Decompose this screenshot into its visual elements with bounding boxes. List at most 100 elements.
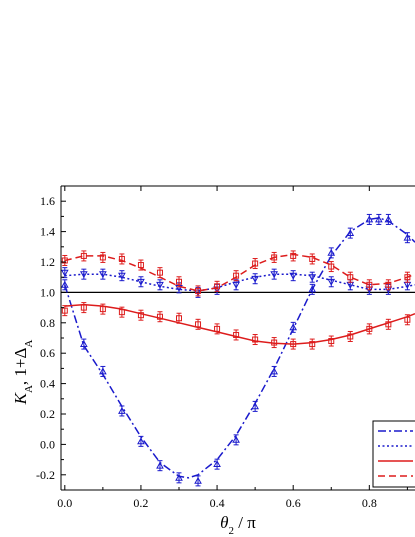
data-point (404, 314, 411, 326)
marker-triangle (79, 340, 88, 347)
y-tick-label: 1.4 (40, 225, 55, 239)
data-point (270, 365, 279, 377)
series-line-3 (64, 253, 415, 292)
marker-square (404, 316, 411, 323)
data-point (271, 251, 278, 263)
data-point (308, 271, 317, 283)
series-layer (61, 213, 415, 487)
marker-square (214, 325, 221, 332)
marker-square (366, 325, 373, 332)
marker-square (61, 307, 68, 314)
data-point (99, 303, 106, 315)
marker-triangle (194, 476, 202, 484)
data-point (118, 405, 126, 417)
marker-square (214, 283, 221, 290)
data-point (61, 305, 68, 317)
marker-inverted-triangle (79, 271, 88, 279)
data-point (366, 323, 373, 335)
y-tick-label: 0.6 (40, 346, 55, 360)
data-point (308, 283, 317, 295)
data-point (385, 279, 392, 291)
data-point (61, 267, 69, 279)
data-point (309, 253, 316, 265)
data-point (290, 338, 297, 350)
data-point (290, 250, 297, 262)
marker-square (347, 333, 354, 340)
marker-triangle (175, 473, 183, 481)
data-point (289, 321, 298, 333)
data-point (214, 280, 221, 292)
data-point (156, 267, 163, 279)
marker-square (233, 272, 240, 279)
data-point (213, 458, 221, 470)
marker-square (195, 321, 202, 328)
data-point (365, 213, 374, 225)
y-tick-label: 1.0 (40, 285, 55, 299)
y-tick-label: 1.2 (40, 255, 55, 269)
marker-inverted-triangle (232, 281, 240, 289)
marker-square (233, 331, 240, 338)
marker-square (328, 263, 335, 270)
marker-inverted-triangle (289, 272, 298, 280)
marker-square (195, 287, 202, 294)
marker-triangle (289, 323, 298, 331)
data-point (251, 273, 259, 285)
data-point (252, 258, 259, 270)
data-point (232, 434, 240, 446)
data-point (270, 268, 279, 280)
y-tick-label: 0.2 (40, 407, 55, 421)
data-point (271, 337, 278, 349)
marker-square (385, 321, 392, 328)
marker-square (156, 269, 163, 276)
marker-square (80, 252, 87, 259)
marker-square (404, 274, 411, 281)
data-point (289, 270, 298, 282)
marker-square (176, 315, 182, 322)
y-axis-label: KA, 1+ΔA (11, 340, 35, 406)
marker-square (309, 341, 316, 348)
marker-square (290, 341, 297, 348)
data-point (366, 279, 373, 291)
data-point (118, 253, 125, 265)
marker-square (309, 255, 316, 262)
marker-square (80, 304, 87, 311)
data-point (99, 268, 107, 280)
data-point (347, 271, 354, 283)
data-point (195, 285, 202, 297)
data-point (233, 270, 240, 282)
axis-labels: θ2 / π KA, 1+ΔA (11, 340, 256, 537)
marker-triangle (213, 460, 221, 468)
data-point (137, 309, 144, 321)
data-point (346, 227, 355, 239)
marker-square (61, 257, 68, 264)
marker-inverted-triangle (99, 271, 107, 279)
data-point (252, 334, 259, 346)
x-tick-label: 0.8 (362, 496, 377, 510)
y-tick-label: 0.4 (40, 377, 55, 391)
data-point (137, 276, 145, 288)
data-point (214, 323, 221, 335)
series-line-0 (64, 217, 415, 479)
data-point (79, 338, 88, 350)
marker-inverted-triangle (251, 275, 259, 283)
x-tick-label: 0.4 (210, 496, 225, 510)
data-point (233, 329, 240, 341)
data-point (384, 213, 393, 225)
legend (372, 420, 415, 488)
data-point (61, 279, 69, 291)
data-point (309, 338, 316, 350)
data-point (176, 312, 182, 324)
marker-triangle (270, 367, 279, 375)
axes-layer: 0.0 0.2 0.4 0.6 0.8-0.20.00.20.40.60.81.01.2… (36, 185, 415, 510)
marker-triangle (384, 215, 393, 223)
marker-square (271, 254, 278, 261)
data-point (99, 365, 107, 377)
marker-triangle (156, 461, 164, 469)
marker-triangle (118, 406, 126, 414)
marker-inverted-triangle (118, 272, 126, 280)
marker-square (176, 278, 182, 285)
data-point (156, 311, 163, 323)
data-point (137, 435, 145, 447)
y-tick-label: 1.6 (40, 194, 55, 208)
